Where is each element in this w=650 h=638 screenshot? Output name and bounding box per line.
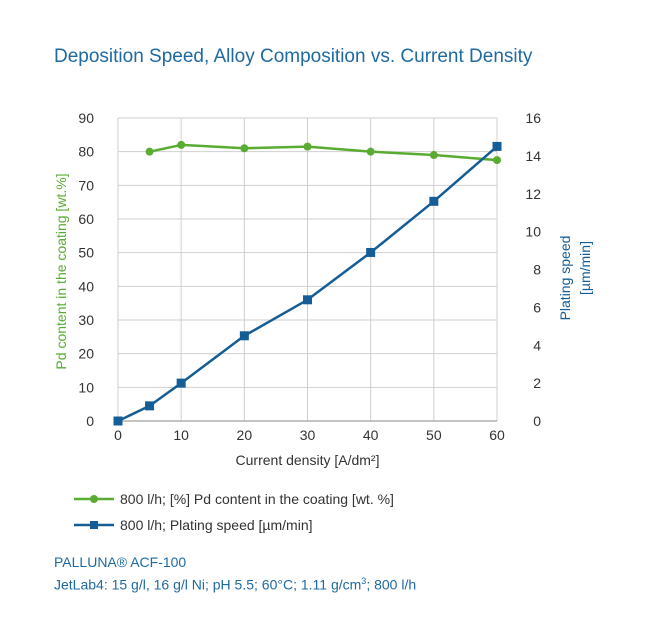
footer: PALLUNA® ACF-100 JetLab4: 15 g/l, 16 g/l… [54,553,416,595]
data-point-pd [429,151,438,160]
x-axis-label: Current density [A/dm²] [236,452,380,468]
x-tick-label: 30 [300,427,316,443]
legend-label-speed: 800 l/h; Plating speed [µm/min] [120,517,313,533]
y-right-tick-label: 6 [533,299,541,315]
footer-conditions-prefix: JetLab4: 15 g/l, 16 g/l Ni; pH 5.5; 60°C… [54,576,362,593]
legend-swatch-blue [74,521,114,529]
data-point-pd [177,140,186,149]
data-point-speed [492,141,502,151]
data-point-pd [145,147,154,156]
x-tick-label: 40 [363,427,379,443]
footer-product: PALLUNA® ACF-100 [54,554,187,570]
x-tick-label: 20 [237,427,253,443]
data-point-speed [366,247,376,257]
y-right-tick-label: 12 [525,186,541,202]
y-left-tick-label: 70 [78,177,94,193]
data-point-speed [429,196,439,206]
y-left-tick-label: 50 [78,245,94,261]
y-left-tick-label: 30 [78,312,94,328]
y-right-tick-label: 10 [525,224,541,240]
footer-conditions-sup: 3 [361,576,367,586]
series-layer [113,140,502,426]
y-left-axis-label: Pd content in the coating [wt.%] [53,173,69,369]
data-point-speed [113,416,123,426]
right-axis-ticks: 0 2 4 6 8 10 12 14 16 [525,110,541,429]
x-tick-label: 60 [489,427,505,443]
data-point-pd [366,147,375,156]
y-right-tick-label: 2 [533,375,541,391]
y-right-axis-label-line1: Plating speed [557,236,573,321]
series-line-pd [149,143,498,162]
data-point-speed [303,295,312,305]
y-left-tick-label: 90 [78,110,94,126]
grid [117,117,498,421]
y-right-tick-label: 16 [525,110,541,126]
data-point-pd [493,156,501,165]
x-tick-label: 50 [426,427,442,443]
y-right-axis-label-line2: [µm/min] [577,241,593,295]
x-tick-label: 0 [114,427,122,443]
y-left-tick-label: 10 [78,379,94,395]
y-right-tick-label: 4 [533,337,541,353]
y-left-tick-label: 60 [78,211,94,227]
legend: 800 l/h; [%] Pd content in the coating [… [74,488,394,540]
data-point-speed [239,331,249,341]
data-point-speed [176,378,186,388]
y-right-tick-label: 8 [533,262,541,278]
footer-conditions-suffix: ; 800 l/h [366,576,417,593]
y-left-tick-label: 0 [86,413,94,429]
left-axis-ticks: 0 10 20 30 40 50 60 70 80 90 [78,110,94,429]
x-axis-ticks: 0 10 20 30 40 50 60 [114,427,505,443]
y-left-tick-label: 20 [78,346,94,362]
y-right-tick-label: 0 [533,413,541,429]
y-right-tick-label: 14 [525,148,541,164]
legend-item-pd: 800 l/h; [%] Pd content in the coating [… [74,488,394,510]
footer-conditions: JetLab4: 15 g/l, 16 g/l Ni; pH 5.5; 60°C… [54,572,416,595]
data-point-pd [240,144,249,153]
y-left-tick-label: 40 [78,278,94,294]
y-left-tick-label: 80 [78,144,94,160]
legend-item-speed: 800 l/h; Plating speed [µm/min] [74,514,394,536]
data-point-speed [145,401,155,411]
data-point-pd [303,142,312,151]
x-tick-label: 10 [173,427,189,443]
series-line-speed [117,145,498,423]
legend-label-pd: 800 l/h; [%] Pd content in the coating [… [120,491,394,507]
chart-title: Deposition Speed, Alloy Composition vs. … [54,46,533,67]
legend-swatch-green [74,495,114,503]
